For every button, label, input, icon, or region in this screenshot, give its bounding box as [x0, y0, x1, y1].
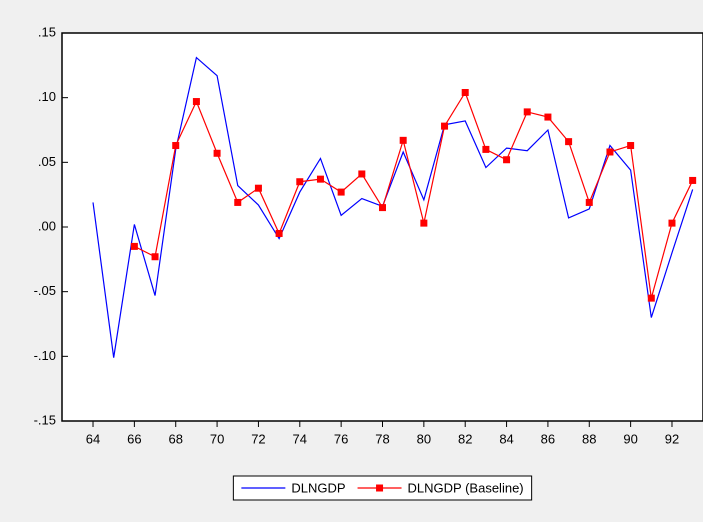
- y-tick-label: -.15: [34, 412, 56, 427]
- x-tick-label: 88: [582, 431, 596, 446]
- series-marker: [668, 219, 676, 227]
- x-tick-label: 92: [665, 431, 679, 446]
- plot-border: [61, 32, 703, 422]
- x-tick-label: 74: [293, 431, 307, 446]
- x-tick-label: 90: [623, 431, 637, 446]
- series-marker: [296, 178, 304, 186]
- series-marker: [130, 242, 138, 250]
- x-tick-label: 80: [417, 431, 431, 446]
- y-tick-label: .05: [38, 154, 56, 169]
- x-tick-label: 86: [541, 431, 555, 446]
- series-marker: [316, 175, 324, 183]
- y-tick-label: -.05: [34, 283, 56, 298]
- series-line: [92, 56, 694, 358]
- series-marker: [482, 145, 490, 153]
- series-marker: [503, 156, 511, 164]
- series-marker: [337, 188, 345, 196]
- series-marker: [585, 198, 593, 206]
- series-marker: [379, 204, 386, 212]
- series-marker: [606, 148, 614, 156]
- legend-label: DLNGDP (Baseline): [408, 480, 524, 495]
- series-marker: [358, 170, 366, 178]
- series-marker: [544, 113, 552, 121]
- series-marker: [172, 142, 180, 150]
- series-marker: [523, 108, 531, 116]
- series-marker: [627, 142, 635, 150]
- x-tick-label: 70: [210, 431, 224, 446]
- y-tick-label: -.10: [34, 348, 56, 363]
- x-tick-label: 68: [168, 431, 182, 446]
- x-tick-label: 84: [499, 431, 513, 446]
- series-marker: [565, 138, 573, 146]
- series-marker: [234, 198, 242, 206]
- x-tick-label: 64: [86, 431, 100, 446]
- series-marker: [151, 253, 159, 261]
- x-tick-label: 78: [375, 431, 389, 446]
- series-marker: [275, 229, 283, 237]
- series-marker: [399, 136, 407, 144]
- legend-item: DLNGDP: [241, 480, 346, 495]
- legend-marker: [376, 484, 384, 492]
- legend-label: DLNGDP: [291, 480, 345, 495]
- series-marker: [441, 122, 449, 130]
- series-marker: [420, 219, 428, 227]
- y-tick-label: .00: [38, 218, 56, 233]
- legend-item: DLNGDP (Baseline): [357, 480, 524, 495]
- y-tick-label: .10: [38, 89, 56, 104]
- series-marker: [689, 176, 697, 184]
- series-line: [134, 91, 694, 299]
- x-tick-label: 72: [251, 431, 265, 446]
- series-marker: [213, 149, 221, 157]
- y-tick-label: .15: [38, 24, 56, 39]
- x-tick-label: 66: [127, 431, 141, 446]
- plot-area: [62, 33, 703, 421]
- x-tick-label: 76: [334, 431, 348, 446]
- x-tick-label: 82: [458, 431, 472, 446]
- series-marker: [192, 98, 200, 106]
- series-marker: [647, 294, 655, 302]
- series-marker: [254, 184, 262, 192]
- legend: DLNGDP DLNGDP (Baseline): [232, 475, 533, 501]
- series-marker: [461, 88, 469, 96]
